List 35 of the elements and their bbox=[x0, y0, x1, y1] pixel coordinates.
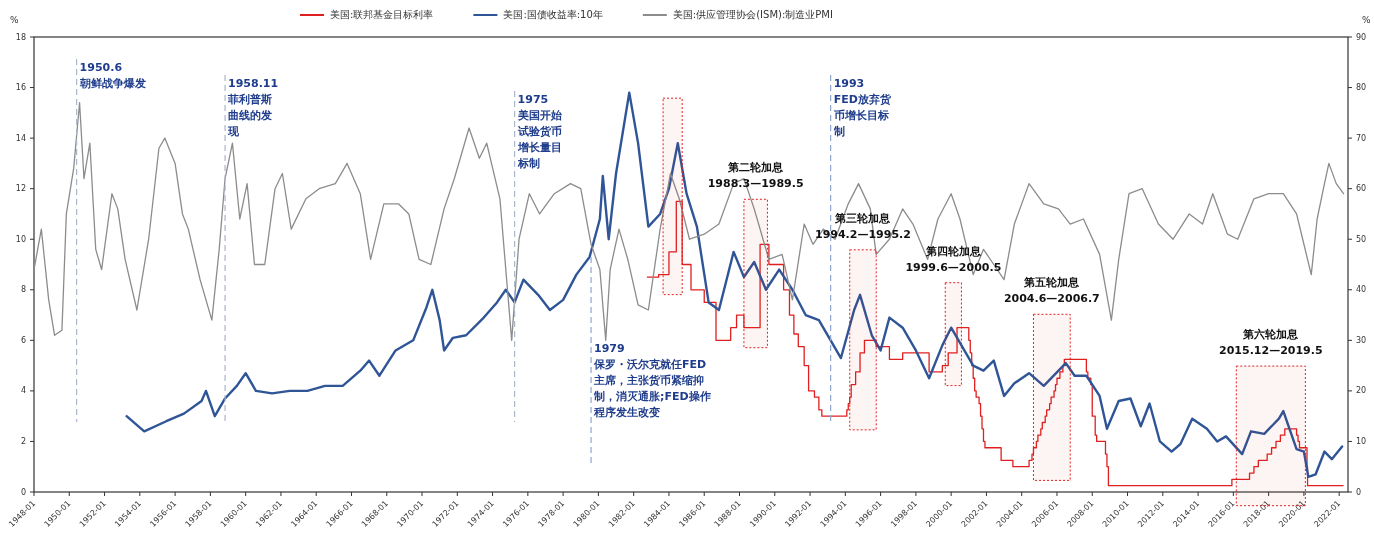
y-tick-label: 10 bbox=[15, 234, 26, 244]
y-tick-label: 0 bbox=[20, 487, 26, 497]
y-tick-label: 8 bbox=[20, 285, 26, 295]
y-tick-label: 12 bbox=[15, 184, 26, 194]
y2-tick-label: 20 bbox=[1356, 386, 1367, 396]
y-tick-label: 14 bbox=[15, 133, 26, 143]
band-label: 第四轮加息 1999.6—2000.5 bbox=[905, 244, 1002, 274]
y-tick-label: 18 bbox=[15, 32, 26, 42]
legend-label: 美国:供应管理协会(ISM):制造业PMI bbox=[672, 9, 833, 20]
ref-line-label: 1975 美国开始试验货币增长量目标制 bbox=[516, 93, 563, 170]
y2-tick-label: 80 bbox=[1356, 83, 1367, 93]
y2-tick-label: 10 bbox=[1356, 436, 1367, 446]
y2-tick-label: 30 bbox=[1356, 335, 1367, 345]
legend-label: 美国:联邦基金目标利率 bbox=[330, 9, 434, 20]
legend-label: 美国:国债收益率:10年 bbox=[503, 9, 603, 20]
ref-line-label: 1950.6 朝鲜战争爆发 bbox=[78, 61, 146, 90]
y-tick-label: 6 bbox=[20, 335, 26, 345]
y-axis-title: % bbox=[10, 15, 19, 25]
y-tick-label: 16 bbox=[15, 83, 26, 93]
y2-tick-label: 70 bbox=[1356, 133, 1367, 143]
y2-tick-label: 90 bbox=[1356, 32, 1367, 42]
y2-tick-label: 60 bbox=[1356, 184, 1367, 194]
band-label: 第六轮加息 2015.12—2019.5 bbox=[1219, 328, 1323, 358]
ref-line-label: 1993 FED放弃货币增长目标制 bbox=[832, 77, 892, 138]
y2-tick-label: 50 bbox=[1356, 234, 1367, 244]
ref-line-label: 1958.11 菲利普斯曲线的发现 bbox=[227, 77, 279, 138]
y-tick-label: 4 bbox=[20, 386, 26, 396]
y2-tick-label: 0 bbox=[1356, 487, 1362, 497]
band-label: 第二轮加息 1988.3—1989.5 bbox=[707, 161, 804, 191]
ref-line-label: 1979 保罗・沃尔克就任FED主席，主张货币紧缩抑制，消灭通胀;FED操作程序发生改变 bbox=[593, 342, 711, 419]
band-label: 第五轮加息 2004.6—2006.7 bbox=[1003, 276, 1100, 306]
y-tick-label: 2 bbox=[20, 436, 26, 446]
y2-tick-label: 40 bbox=[1356, 285, 1367, 295]
y2-axis-title: % bbox=[1362, 15, 1371, 25]
band-label: 第三轮加息 1994.2—1995.2 bbox=[815, 211, 911, 241]
